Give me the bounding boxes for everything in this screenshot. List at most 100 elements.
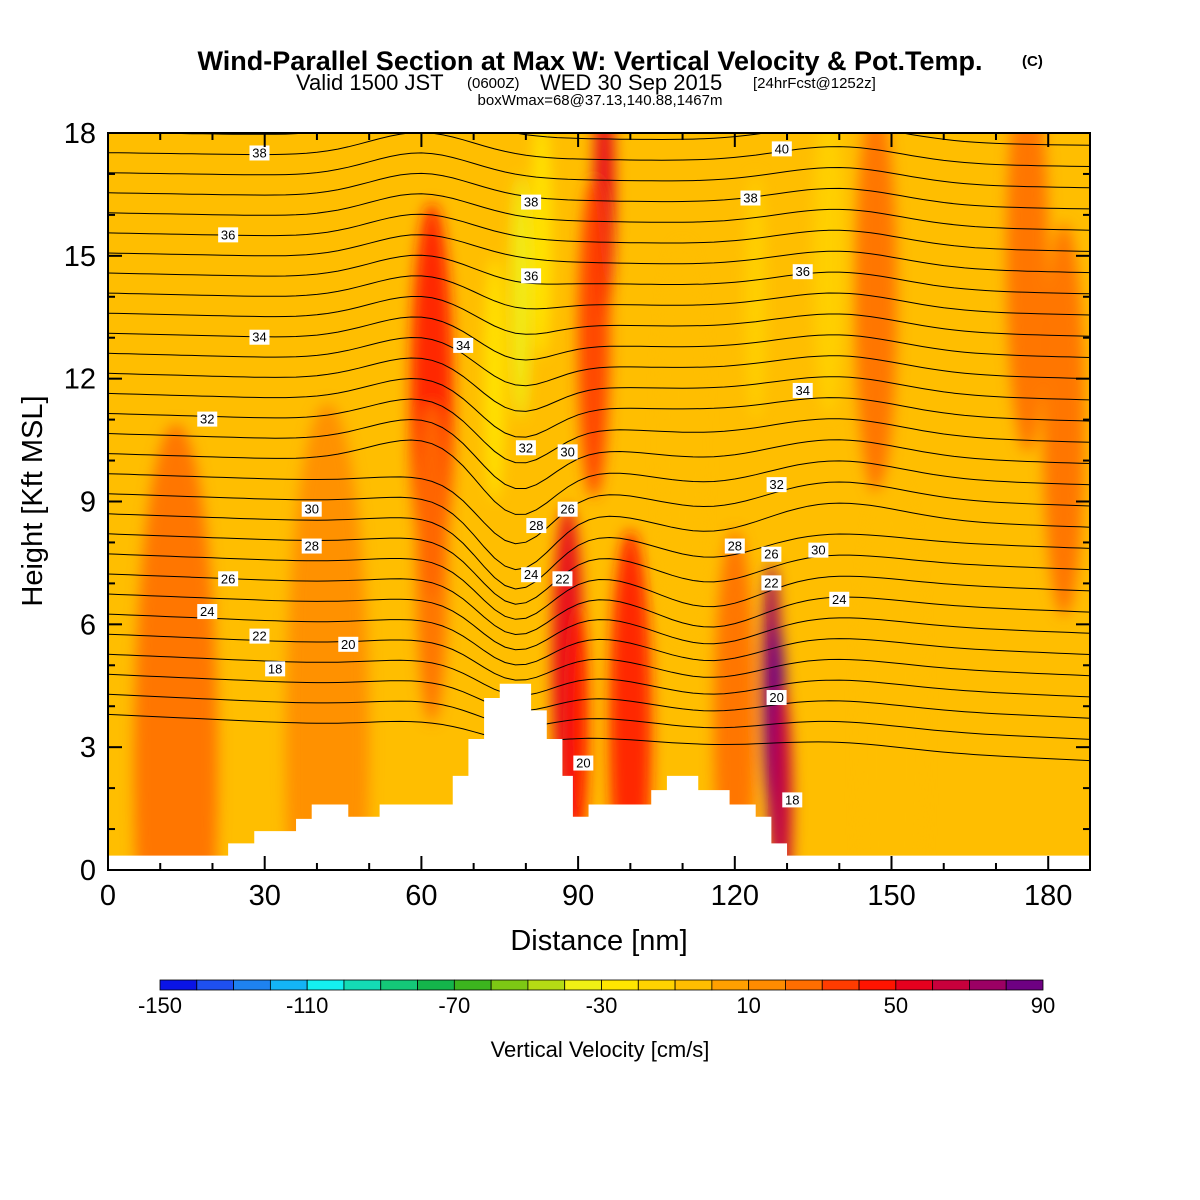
contour-label: 40 xyxy=(771,141,792,157)
box-wmax-info: boxWmax=68@37.13,140.88,1467m xyxy=(478,92,723,109)
velocity-cell-2 xyxy=(510,173,532,420)
svg-text:30: 30 xyxy=(811,543,825,558)
colorbar-bin xyxy=(306,979,345,991)
svg-text:26: 26 xyxy=(560,502,574,517)
isentrope-line xyxy=(108,234,1090,274)
contour-label: 34 xyxy=(453,337,474,353)
isentrope-line xyxy=(108,133,1090,167)
potential-temperature-contours xyxy=(108,133,1090,762)
isentrope-line xyxy=(108,653,1090,698)
isentrope-line xyxy=(108,296,1090,337)
svg-text:20: 20 xyxy=(341,637,355,652)
contour-labels: 38 36 34 32 30 28 26 24 22 20 18 34 38 36 32 30 28 26 24 22… xyxy=(197,141,850,808)
isentrope-line xyxy=(108,713,1090,762)
svg-text:36: 36 xyxy=(221,227,235,242)
valid-date: WED 30 Sep 2015 xyxy=(540,70,722,95)
svg-text:20: 20 xyxy=(769,690,783,705)
svg-text:28: 28 xyxy=(529,518,543,533)
isentrope-line xyxy=(108,213,1090,252)
svg-text:34: 34 xyxy=(456,338,470,353)
svg-text:34: 34 xyxy=(795,383,809,398)
svg-text:36: 36 xyxy=(795,264,809,279)
isentrope-line xyxy=(108,193,1090,231)
colorbar-tick-label: -110 xyxy=(286,993,328,1018)
colorbar-bin xyxy=(453,979,492,991)
svg-text:26: 26 xyxy=(764,547,778,562)
colorbar-bin xyxy=(895,979,934,991)
contour-label: 18 xyxy=(265,661,286,677)
svg-text:22: 22 xyxy=(764,575,778,590)
isentrope-line xyxy=(108,613,1090,666)
velocity-cell-14 xyxy=(813,133,845,416)
colorbar-bin xyxy=(674,979,713,991)
velocity-cell-12 xyxy=(771,685,793,870)
x-tick-label: 0 xyxy=(100,880,116,912)
contour-label: 30 xyxy=(808,542,829,558)
svg-text:28: 28 xyxy=(728,539,742,554)
contour-label: 30 xyxy=(301,501,322,517)
isentrope-line xyxy=(108,513,1090,590)
svg-text:24: 24 xyxy=(200,604,214,619)
contour-label: 38 xyxy=(740,190,761,206)
colorbar-bin xyxy=(196,979,234,991)
colorbar-bin xyxy=(932,979,970,991)
x-tick-label: 150 xyxy=(867,880,915,912)
svg-text:38: 38 xyxy=(743,191,757,206)
valid-prefix: Valid 1500 JST xyxy=(296,70,444,95)
chart-title: Wind-Parallel Section at Max W: Vertical… xyxy=(198,46,983,76)
colorbar-tick-label: 10 xyxy=(736,993,760,1018)
colorbar-title: Vertical Velocity [cm/s] xyxy=(491,1037,710,1062)
contour-label: 28 xyxy=(724,538,745,554)
colorbar-bin xyxy=(269,979,308,991)
contour-label: 34 xyxy=(792,382,813,398)
svg-text:36: 36 xyxy=(524,268,538,283)
contour-label: 36 xyxy=(521,268,542,284)
contour-label: 38 xyxy=(249,145,270,161)
contour-label: 20 xyxy=(573,755,594,771)
contour-label: 32 xyxy=(515,440,536,456)
x-axis-label: Distance [nm] xyxy=(510,925,687,957)
velocity-cell-13 xyxy=(745,173,767,420)
contour-label: 24 xyxy=(829,591,850,607)
colorbar-bin xyxy=(969,979,1007,991)
terrain xyxy=(108,683,1090,870)
contour-label: 32 xyxy=(766,477,787,493)
contour-label: 36 xyxy=(218,227,239,243)
svg-text:38: 38 xyxy=(524,195,538,210)
x-tick-label: 120 xyxy=(711,880,759,912)
isentrope-line xyxy=(108,473,1090,545)
colorbar-bin xyxy=(601,979,639,991)
svg-text:26: 26 xyxy=(221,571,235,586)
contour-label: 30 xyxy=(557,444,578,460)
contour-label: 28 xyxy=(526,518,547,534)
x-tick-label: 60 xyxy=(405,880,437,912)
svg-text:24: 24 xyxy=(832,592,846,607)
y-axis-label: Height [Kft MSL] xyxy=(17,395,49,606)
isentrope-line xyxy=(108,336,1090,387)
x-tick-label: 90 xyxy=(562,880,594,912)
svg-text:32: 32 xyxy=(200,412,214,427)
velocity-cell-3 xyxy=(484,255,505,502)
contour-label: 22 xyxy=(552,571,573,587)
velocity-cell-22 xyxy=(661,243,704,637)
plot-area: 38 36 34 32 30 28 26 24 22 20 18 34 38 36 32 30 28 26 24 22… xyxy=(108,133,1090,870)
isentrope-line xyxy=(108,357,1090,412)
isentrope-line xyxy=(108,418,1090,489)
isentrope-line xyxy=(108,493,1090,571)
contour-label: 32 xyxy=(197,411,218,427)
svg-text:34: 34 xyxy=(252,330,266,345)
colorbar-bin xyxy=(711,979,750,991)
contour-label: 36 xyxy=(792,264,813,280)
isentrope-line xyxy=(108,693,1090,740)
y-tick-label: 3 xyxy=(80,732,96,764)
svg-text:30: 30 xyxy=(560,444,574,459)
isentrope-line xyxy=(108,133,1090,146)
copyright-mark: (C) xyxy=(1022,53,1043,70)
colorbar: -150 -110 -70 -30 10 50 90 xyxy=(138,979,1055,1018)
colorbar-tick-label: 50 xyxy=(884,993,908,1018)
y-tick-label: 6 xyxy=(80,609,96,641)
x-tick-label: 30 xyxy=(249,880,281,912)
colorbar-bin xyxy=(748,979,786,991)
y-tick-label: 0 xyxy=(80,855,96,887)
